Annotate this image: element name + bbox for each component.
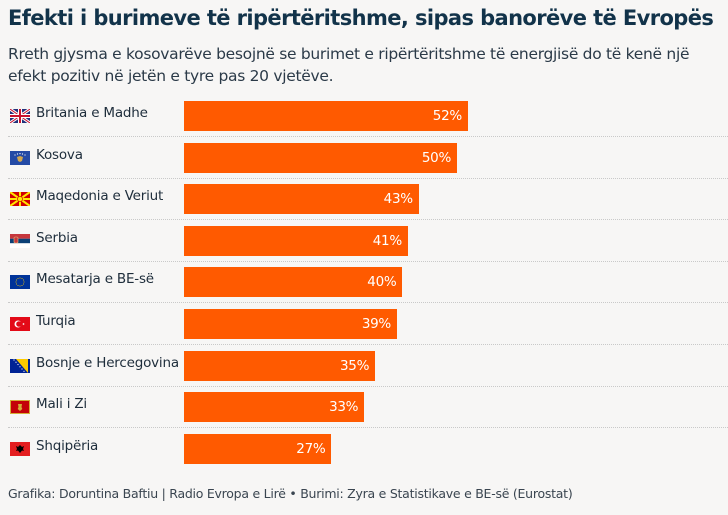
row-divider	[8, 219, 728, 221]
row-divider	[8, 385, 728, 387]
bar-row: Bosnje e Hercegovina 35%	[0, 345, 728, 387]
category-label: Britania e Madhe	[36, 105, 148, 121]
bar-row: Kosova 50%	[0, 137, 728, 179]
category-label: Maqedonia e Veriut	[36, 188, 164, 205]
bar: 33%	[184, 392, 365, 423]
value-label: 33%	[329, 399, 359, 416]
category-label: Turqia	[36, 313, 76, 329]
row-divider	[8, 427, 728, 429]
turkey-flag-icon	[10, 316, 30, 331]
bar-row: Turqia 39%	[0, 303, 728, 345]
montenegro-flag-icon	[10, 399, 30, 415]
bar-row: Shqipëria 27%	[0, 428, 728, 470]
value-label: 40%	[367, 274, 397, 291]
value-label: 27%	[296, 440, 326, 457]
row-divider	[8, 260, 728, 262]
kosovo-flag-icon	[10, 150, 30, 165]
bar: 43%	[184, 184, 419, 215]
chart-subtitle: Rreth gjysma e kosovarëve besojnë se bur…	[8, 45, 690, 85]
value-label: 41%	[372, 232, 402, 249]
north-macedonia-flag-icon	[9, 191, 31, 208]
uk-flag-icon	[9, 107, 31, 125]
category-label: Shqipëria	[36, 437, 99, 454]
serbia-flag-icon	[10, 233, 30, 248]
chart-title: Efekti i burimeve të ripërtëritshme, sip…	[8, 6, 714, 30]
value-label: 50%	[421, 149, 451, 166]
row-divider	[8, 344, 728, 345]
bar: 27%	[184, 433, 332, 464]
value-label: 39%	[361, 316, 391, 332]
bar-row: Britania e Madhe 52%	[0, 95, 728, 137]
eu-flag-icon	[10, 274, 30, 290]
value-label: 43%	[383, 191, 413, 208]
bosnia-flag-icon	[10, 358, 30, 373]
bar: 35%	[184, 350, 376, 381]
category-label: Mali i Zi	[36, 396, 87, 413]
bar: 39%	[184, 309, 397, 339]
bar-row: Mesatarja e BE-së 40%	[0, 261, 728, 304]
category-label: Bosnje e Hercegovina	[36, 354, 179, 371]
category-label: Mesatarja e BE-së	[36, 271, 154, 288]
value-label: 52%	[432, 108, 462, 124]
category-label: Kosova	[36, 146, 83, 163]
value-label: 35%	[339, 357, 370, 374]
bar: 50%	[184, 142, 457, 173]
row-divider	[8, 177, 728, 179]
bar-chart: Britania e Madhe 52% Kosova 50% Maqedonia e …	[0, 95, 728, 470]
category-label: Serbia	[36, 229, 78, 246]
bar: 40%	[184, 267, 403, 298]
albania-flag-icon	[10, 441, 30, 456]
row-divider	[8, 136, 728, 137]
bar-row: Serbia 41%	[0, 220, 728, 262]
row-divider	[8, 302, 728, 304]
bar-row: Mali i Zi 33%	[0, 386, 728, 429]
bar-row: Maqedonia e Veriut 43%	[0, 178, 728, 221]
source-credit: Grafika: Doruntina Baftiu | Radio Evropa…	[8, 486, 573, 501]
bar: 41%	[184, 225, 408, 256]
bar: 52%	[184, 101, 468, 131]
